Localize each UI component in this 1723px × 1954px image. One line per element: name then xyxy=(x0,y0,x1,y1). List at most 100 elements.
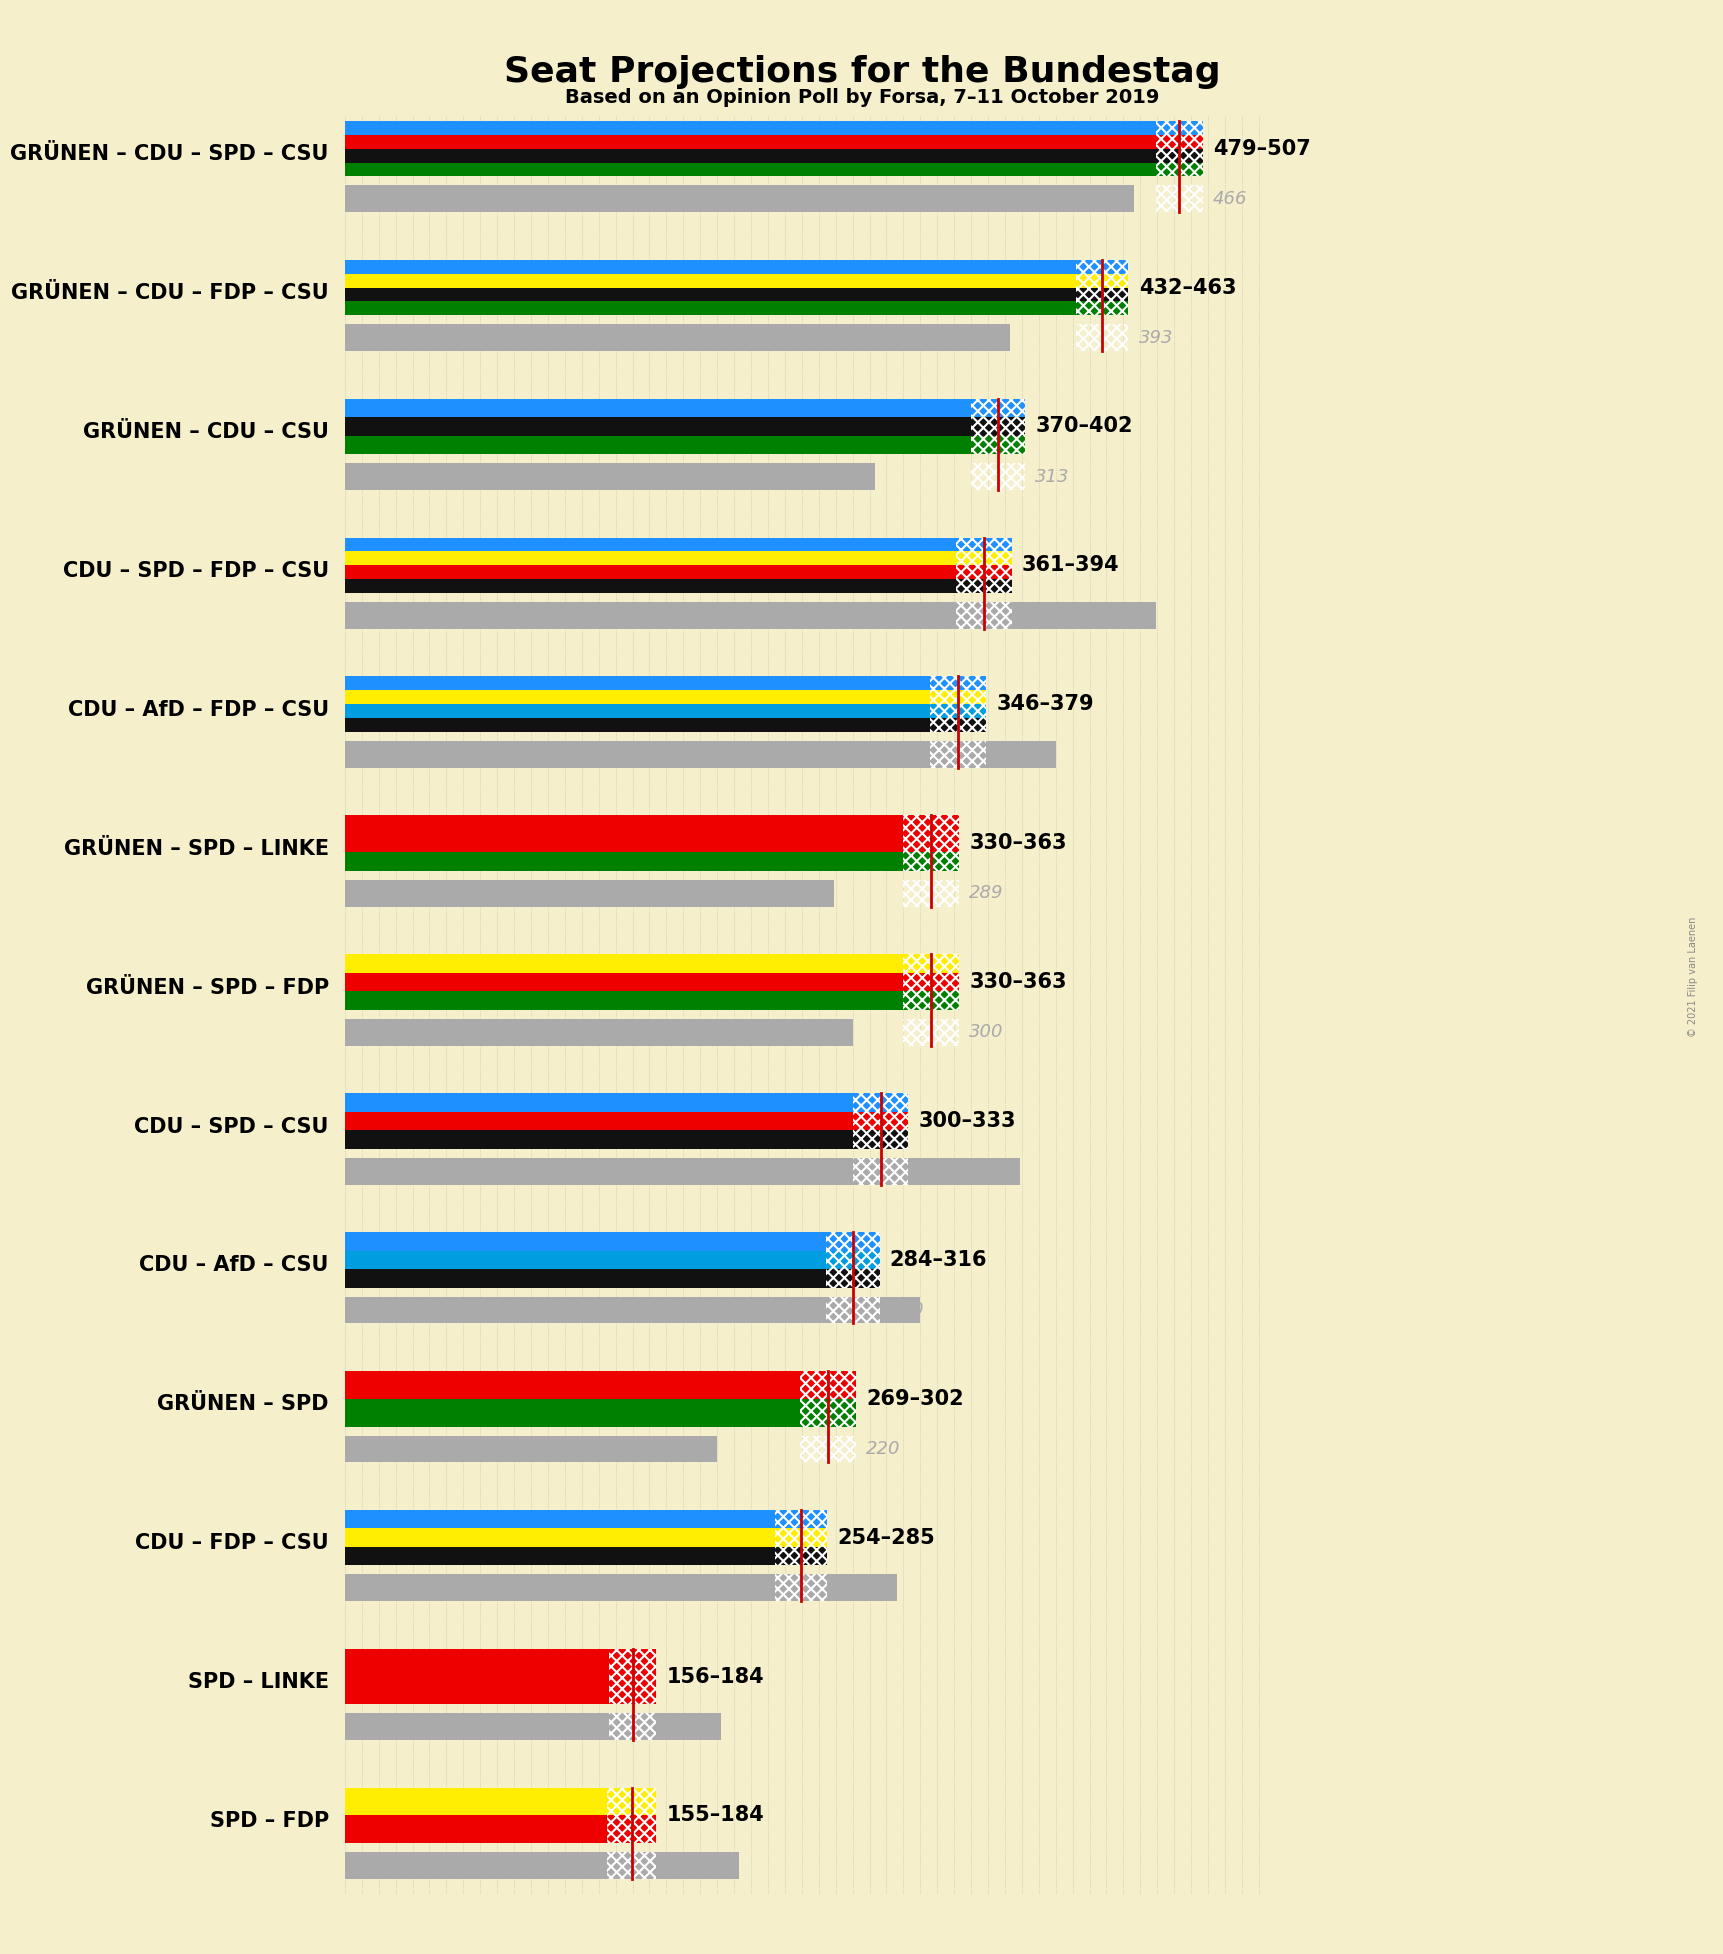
Text: 479–507: 479–507 xyxy=(1213,139,1309,158)
Bar xyxy=(930,719,986,733)
Bar xyxy=(608,1677,656,1704)
Bar xyxy=(903,815,958,834)
Bar xyxy=(774,1548,827,1565)
Bar xyxy=(825,1297,879,1323)
Bar xyxy=(345,1372,856,1399)
Bar xyxy=(345,879,834,907)
Bar xyxy=(345,121,1203,135)
Bar xyxy=(345,287,1129,301)
Text: 346–379: 346–379 xyxy=(996,694,1094,715)
Bar xyxy=(345,1399,856,1426)
Bar xyxy=(970,436,1025,453)
Bar xyxy=(853,1112,908,1129)
Text: 330–363: 330–363 xyxy=(968,832,1067,854)
Bar xyxy=(345,690,986,703)
Bar xyxy=(1075,287,1129,301)
Bar xyxy=(345,1815,656,1843)
Text: 300: 300 xyxy=(968,1024,1003,1041)
Text: 466: 466 xyxy=(1213,190,1247,207)
Bar xyxy=(345,135,1203,149)
Bar xyxy=(930,676,986,690)
Text: 269–302: 269–302 xyxy=(865,1389,963,1409)
Bar xyxy=(345,676,986,690)
Text: Based on an Opinion Poll by Forsa, 7–11 October 2019: Based on an Opinion Poll by Forsa, 7–11 … xyxy=(565,88,1158,107)
Bar xyxy=(345,1436,717,1462)
Text: 326: 326 xyxy=(837,1579,872,1596)
Bar xyxy=(345,1297,920,1323)
Bar xyxy=(345,551,1011,565)
Bar xyxy=(955,578,1011,594)
Bar xyxy=(608,1714,656,1741)
Bar xyxy=(903,834,958,852)
Bar xyxy=(345,578,1011,594)
Text: Seat Projections for the Bundestag: Seat Projections for the Bundestag xyxy=(503,55,1220,88)
Text: 370–402: 370–402 xyxy=(1036,416,1132,436)
Text: 300–333: 300–333 xyxy=(918,1112,1015,1131)
Bar xyxy=(345,399,1025,418)
Bar xyxy=(608,1649,656,1677)
Text: 233: 233 xyxy=(667,1856,701,1874)
Bar xyxy=(799,1399,856,1426)
Bar xyxy=(970,463,1025,490)
Bar xyxy=(345,1270,879,1288)
Bar xyxy=(345,1548,827,1565)
Bar xyxy=(345,815,958,834)
Bar xyxy=(1154,121,1203,135)
Bar xyxy=(1075,260,1129,274)
Bar xyxy=(345,162,1203,176)
Bar xyxy=(853,1129,908,1149)
Bar xyxy=(955,551,1011,565)
Bar xyxy=(825,1270,879,1288)
Bar xyxy=(345,186,1134,213)
Bar xyxy=(345,436,1025,453)
Text: 222: 222 xyxy=(667,1718,701,1735)
Bar xyxy=(903,991,958,1010)
Text: 313: 313 xyxy=(1036,467,1070,487)
Bar xyxy=(345,954,958,973)
Bar xyxy=(345,149,1203,162)
Bar xyxy=(1075,324,1129,352)
Text: 340: 340 xyxy=(889,1301,924,1319)
Text: 220: 220 xyxy=(865,1440,899,1458)
Bar xyxy=(799,1436,856,1462)
Bar xyxy=(774,1528,827,1548)
Bar xyxy=(345,463,874,490)
Bar xyxy=(1075,274,1129,287)
Bar xyxy=(853,1092,908,1112)
Bar xyxy=(345,834,958,852)
Bar xyxy=(345,602,1154,629)
Bar xyxy=(345,1018,853,1045)
Bar xyxy=(345,719,986,733)
Bar xyxy=(930,741,986,768)
Bar xyxy=(345,1129,908,1149)
Text: 254–285: 254–285 xyxy=(837,1528,934,1548)
Bar xyxy=(853,1157,908,1184)
Text: 289: 289 xyxy=(968,885,1003,903)
Text: 420: 420 xyxy=(996,746,1030,764)
Bar xyxy=(825,1251,879,1270)
Bar xyxy=(903,973,958,991)
Bar xyxy=(774,1575,827,1600)
Bar xyxy=(345,565,1011,578)
Bar xyxy=(345,1677,656,1704)
Bar xyxy=(345,301,1129,315)
Bar xyxy=(606,1788,656,1815)
Bar xyxy=(955,565,1011,578)
Bar xyxy=(1154,186,1203,213)
Bar xyxy=(345,973,958,991)
Text: 330–363: 330–363 xyxy=(968,971,1067,993)
Text: 156–184: 156–184 xyxy=(667,1667,763,1686)
Text: 284–316: 284–316 xyxy=(889,1251,987,1270)
Bar xyxy=(345,1251,879,1270)
Bar xyxy=(606,1815,656,1843)
Bar xyxy=(345,1528,827,1548)
Bar xyxy=(970,418,1025,436)
Bar xyxy=(345,1092,908,1112)
Bar xyxy=(345,703,986,719)
Bar xyxy=(955,602,1011,629)
Bar xyxy=(345,1112,908,1129)
Bar xyxy=(345,852,958,871)
Bar xyxy=(903,954,958,973)
Bar xyxy=(903,879,958,907)
Bar xyxy=(903,852,958,871)
